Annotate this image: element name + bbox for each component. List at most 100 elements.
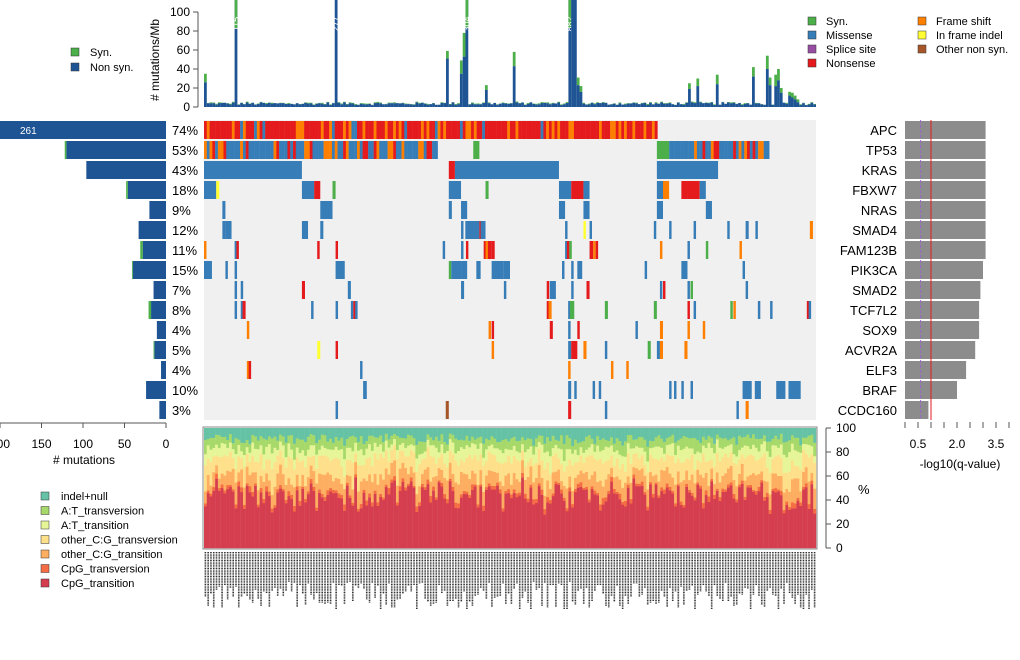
mutation-rate-bar-nonsyn	[693, 103, 697, 107]
oncoprint-cell	[440, 121, 444, 139]
spectrum-segment	[743, 436, 747, 446]
oncoprint-cell	[699, 141, 703, 159]
mutation-rate-bar-nonsyn	[407, 104, 410, 107]
spectrum-segment	[401, 481, 405, 549]
spectrum-segment	[384, 468, 388, 485]
spectrum-segment	[807, 457, 811, 482]
oncoprint-cell	[604, 301, 608, 319]
mutation-rate-bar-nonsyn	[248, 103, 252, 107]
spectrum-segment	[212, 456, 216, 473]
spectrum-segment	[690, 454, 694, 475]
oncoprint-cell	[730, 141, 734, 159]
oncoprint-cell	[309, 121, 313, 139]
oncoprint-cell	[471, 121, 475, 139]
spectrum-segment	[788, 491, 792, 508]
spectrum-segment	[318, 489, 322, 493]
spectrum-segment	[643, 491, 647, 495]
mutation-rate-bar-syn	[765, 55, 769, 69]
spectrum-segment	[404, 438, 408, 448]
spectrum-segment	[390, 428, 394, 436]
spectrum-segment	[267, 436, 271, 445]
spectrum-segment	[245, 446, 249, 455]
spectrum-segment	[704, 447, 708, 462]
spectrum-segment	[765, 496, 769, 549]
gene-name: NRAS	[861, 203, 897, 218]
spectrum-segment	[774, 473, 778, 489]
oncoprint-cell	[674, 381, 677, 399]
gene-percent: 11%	[172, 243, 197, 258]
spectrum-segment	[585, 456, 589, 472]
spectrum-segment	[676, 458, 680, 472]
spectrum-segment	[426, 447, 430, 468]
spectrum-segment	[398, 437, 402, 445]
spectrum-segment	[262, 469, 266, 482]
spectrum-segment	[223, 443, 227, 456]
spectrum-segment	[329, 428, 333, 439]
spectrum-segment	[484, 487, 488, 490]
spectrum-segment	[640, 436, 644, 448]
spectrum-segment	[543, 443, 547, 453]
spectrum-segment	[501, 485, 505, 509]
spectrum-segment	[526, 462, 530, 477]
oncoprint-cell	[309, 141, 313, 159]
q-value-axis: 0.5 2.0 3.5-log10(q-value)	[904, 422, 1010, 471]
spectrum-segment	[521, 460, 525, 473]
oncoprint-cell	[568, 341, 572, 359]
spectrum-segment	[754, 490, 758, 495]
spectrum-segment	[782, 513, 786, 549]
spectrum-segment	[223, 490, 227, 494]
spectrum-segment	[440, 428, 444, 435]
legend-swatch	[70, 62, 80, 72]
spectrum-segment	[309, 478, 313, 484]
spectrum-segment	[682, 435, 686, 449]
spectrum-segment	[318, 439, 322, 450]
mutation-rate-bar-syn	[660, 101, 663, 103]
spectrum-segment	[451, 434, 455, 443]
spectrum-segment	[754, 428, 758, 439]
spectrum-segment	[715, 439, 719, 454]
spectrum-segment	[498, 441, 502, 450]
spectrum-segment	[510, 484, 513, 495]
spectrum-segment	[560, 464, 564, 482]
spectrum-segment	[393, 475, 397, 481]
spectrum-segment	[807, 428, 811, 436]
spectrum-segment	[777, 489, 781, 492]
oncoprint-cell	[287, 141, 291, 159]
spectrum-segment	[779, 490, 783, 496]
spectrum-segment	[496, 472, 500, 483]
mutation-rate-bar-syn	[668, 102, 672, 104]
spectrum-segment	[237, 486, 241, 549]
spectrum-segment	[557, 457, 561, 470]
mutation-rate-bar-syn	[351, 102, 355, 104]
spectrum-segment	[663, 441, 666, 454]
spectrum-segment	[407, 456, 411, 475]
mutation-rate-bar-syn	[777, 69, 780, 81]
spectrum-segment	[562, 443, 566, 461]
spectrum-segment	[682, 448, 686, 463]
spectrum-segment	[604, 501, 608, 549]
mutation-rate-bar-nonsyn	[601, 102, 605, 107]
spectrum-segment	[226, 428, 230, 441]
spectrum-segment	[657, 435, 661, 447]
mutation-rate-bar-syn	[810, 102, 814, 103]
spectrum-segment	[777, 439, 781, 448]
mutation-rate-bar-nonsyn	[732, 102, 736, 107]
spectrum-segment	[715, 428, 719, 435]
spectrum-segment	[487, 470, 491, 484]
spectrum-segment	[345, 482, 349, 486]
spectrum-segment	[493, 485, 497, 490]
spectrum-segment	[440, 486, 444, 549]
spectrum-segment	[640, 455, 644, 469]
spectrum-segment	[735, 499, 739, 503]
spectrum-segment	[432, 456, 436, 478]
spectrum-segment	[451, 454, 455, 475]
mutation-rate-bar-nonsyn	[432, 103, 435, 107]
oncoprint-cell	[549, 321, 553, 339]
oncoprint-cell	[237, 121, 241, 139]
spectrum-segment	[701, 436, 705, 446]
mutation-rate-bar-nonsyn	[646, 104, 650, 107]
mutation-rate-bar-syn	[418, 102, 421, 104]
spectrum-segment	[632, 439, 636, 449]
spectrum-segment	[423, 428, 427, 443]
spectrum-segment	[312, 486, 316, 492]
